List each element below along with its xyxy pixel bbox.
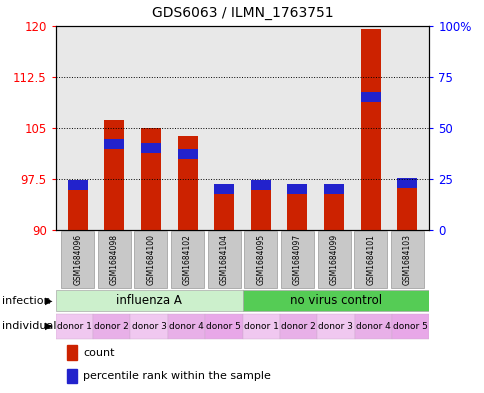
FancyBboxPatch shape <box>242 290 428 311</box>
FancyBboxPatch shape <box>167 314 205 338</box>
Bar <box>287 185 307 230</box>
Text: donor 3: donor 3 <box>318 322 352 331</box>
Text: GSM1684104: GSM1684104 <box>219 234 228 285</box>
FancyBboxPatch shape <box>279 314 317 338</box>
FancyBboxPatch shape <box>56 290 242 311</box>
Text: donor 3: donor 3 <box>132 322 166 331</box>
Bar <box>323 184 343 194</box>
Bar <box>68 182 88 230</box>
Bar <box>67 369 77 384</box>
FancyBboxPatch shape <box>61 231 94 288</box>
Bar <box>104 119 124 230</box>
Bar <box>141 143 161 153</box>
Bar <box>250 180 271 190</box>
Text: GSM1684098: GSM1684098 <box>110 234 119 285</box>
FancyBboxPatch shape <box>317 231 350 288</box>
Text: GSM1684102: GSM1684102 <box>182 234 192 285</box>
Bar <box>177 136 197 230</box>
Text: GSM1684099: GSM1684099 <box>329 234 338 285</box>
FancyBboxPatch shape <box>390 231 423 288</box>
Bar <box>213 184 234 194</box>
FancyBboxPatch shape <box>391 314 428 338</box>
Text: donor 4: donor 4 <box>355 322 390 331</box>
FancyBboxPatch shape <box>353 231 386 288</box>
Bar <box>360 92 380 102</box>
Bar <box>323 185 343 230</box>
Text: donor 5: donor 5 <box>393 322 427 331</box>
Text: donor 1: donor 1 <box>243 322 278 331</box>
Text: GSM1684100: GSM1684100 <box>146 234 155 285</box>
FancyBboxPatch shape <box>280 231 313 288</box>
FancyBboxPatch shape <box>242 314 279 338</box>
Text: percentile rank within the sample: percentile rank within the sample <box>83 371 271 381</box>
Text: donor 1: donor 1 <box>57 322 91 331</box>
FancyBboxPatch shape <box>207 231 240 288</box>
Bar <box>141 128 161 230</box>
FancyBboxPatch shape <box>317 314 354 338</box>
Text: donor 2: donor 2 <box>281 322 315 331</box>
FancyBboxPatch shape <box>244 231 277 288</box>
FancyBboxPatch shape <box>205 314 242 338</box>
Text: GSM1684101: GSM1684101 <box>365 234 374 285</box>
Bar <box>250 184 271 230</box>
FancyBboxPatch shape <box>130 314 167 338</box>
Bar <box>67 345 77 360</box>
Text: count: count <box>83 348 114 358</box>
Text: GSM1684095: GSM1684095 <box>256 234 265 285</box>
Text: GSM1684103: GSM1684103 <box>402 234 411 285</box>
Bar <box>177 149 197 160</box>
Bar <box>104 139 124 149</box>
Text: GSM1684097: GSM1684097 <box>292 234 302 285</box>
Bar <box>287 184 307 194</box>
Text: infection: infection <box>2 296 51 306</box>
FancyBboxPatch shape <box>98 231 131 288</box>
Text: influenza A: influenza A <box>116 294 182 307</box>
Text: GSM1684096: GSM1684096 <box>73 234 82 285</box>
Text: GDS6063 / ILMN_1763751: GDS6063 / ILMN_1763751 <box>151 6 333 20</box>
Bar <box>213 185 234 230</box>
FancyBboxPatch shape <box>56 314 93 338</box>
Text: donor 5: donor 5 <box>206 322 241 331</box>
Bar <box>396 178 416 188</box>
Bar <box>396 179 416 230</box>
Text: donor 2: donor 2 <box>94 322 129 331</box>
Text: ▶: ▶ <box>45 321 52 331</box>
FancyBboxPatch shape <box>354 314 391 338</box>
Text: ▶: ▶ <box>45 296 52 306</box>
FancyBboxPatch shape <box>171 231 204 288</box>
Text: donor 4: donor 4 <box>169 322 203 331</box>
Bar <box>360 29 380 230</box>
Text: individual: individual <box>2 321 57 331</box>
FancyBboxPatch shape <box>134 231 167 288</box>
Text: no virus control: no virus control <box>289 294 381 307</box>
FancyBboxPatch shape <box>93 314 130 338</box>
Bar <box>68 180 88 190</box>
